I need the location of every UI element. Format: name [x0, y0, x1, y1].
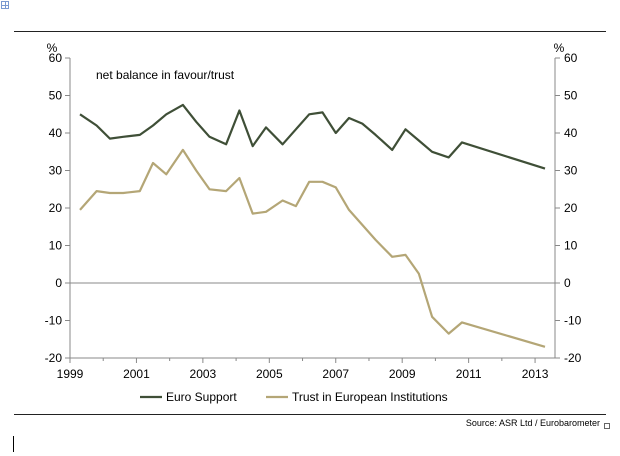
resize-handle-icon[interactable]	[604, 423, 610, 429]
series-line-2	[79, 148, 546, 348]
y-unit-left: %	[47, 41, 58, 55]
top-divider	[14, 31, 606, 32]
x-tick-label: 2003	[190, 367, 217, 381]
y-tick-label-right: -10	[564, 314, 582, 328]
chart-annotation: net balance in favour/trust	[96, 68, 235, 82]
y-tick-label-left: -20	[45, 351, 63, 365]
x-tick-label: 2007	[322, 367, 349, 381]
series-line-1	[79, 103, 546, 170]
source-caption: Source: ASR Ltd / Eurobarometer	[465, 418, 600, 428]
y-tick-label-right: 0	[564, 276, 571, 290]
y-tick-label-left: 30	[49, 164, 63, 178]
y-tick-label-right: 40	[564, 126, 578, 140]
y-tick-label-left: -10	[45, 314, 63, 328]
x-tick-label: 1999	[57, 367, 84, 381]
y-tick-label-right: 20	[564, 201, 578, 215]
y-tick-label-right: 60	[564, 51, 578, 65]
x-tick-label: 2005	[256, 367, 283, 381]
legend-label-2: Trust in European Institutions	[292, 390, 448, 404]
bottom-divider	[14, 414, 606, 415]
y-tick-label-left: 0	[55, 276, 62, 290]
y-tick-label-right: 10	[564, 239, 578, 253]
x-tick-label: 2001	[123, 367, 150, 381]
x-tick-label: 2009	[389, 367, 416, 381]
x-tick-label: 2011	[456, 367, 482, 381]
move-handle-icon[interactable]	[1, 1, 9, 9]
y-tick-label-left: 60	[49, 51, 63, 65]
y-tick-label-right: 50	[564, 89, 578, 103]
y-tick-label-left: 50	[49, 89, 63, 103]
y-tick-label-left: 20	[49, 201, 63, 215]
text-cursor	[13, 436, 14, 452]
x-tick-label: 2013	[522, 367, 549, 381]
y-unit-right: %	[554, 41, 565, 55]
legend-label-1: Euro Support	[166, 390, 237, 404]
y-tick-label-left: 40	[49, 126, 63, 140]
y-tick-label-right: -20	[564, 351, 582, 365]
y-tick-label-left: 10	[49, 239, 63, 253]
y-tick-label-right: 30	[564, 164, 578, 178]
